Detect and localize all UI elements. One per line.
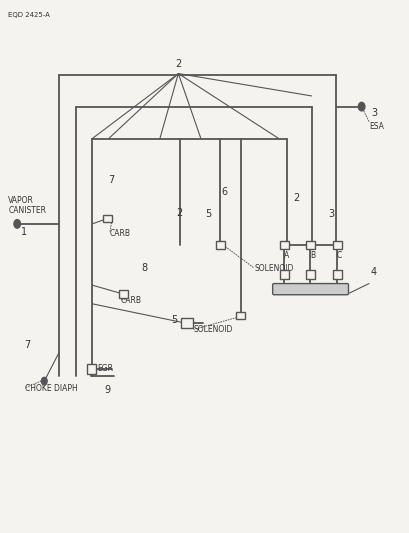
- Bar: [215, 241, 224, 249]
- Bar: [305, 241, 314, 249]
- Text: 3: 3: [370, 108, 376, 118]
- Text: 1: 1: [21, 227, 27, 237]
- Circle shape: [41, 377, 47, 385]
- Text: 5: 5: [204, 209, 211, 219]
- Text: VAPOR
CANISTER: VAPOR CANISTER: [8, 196, 46, 215]
- Text: CARB: CARB: [110, 229, 130, 238]
- Bar: [119, 290, 128, 298]
- Bar: [332, 241, 341, 249]
- Text: 5: 5: [171, 315, 177, 325]
- Text: SOLENOID: SOLENOID: [254, 264, 293, 272]
- Bar: [87, 364, 95, 374]
- Text: B: B: [309, 252, 314, 260]
- Text: EGR: EGR: [97, 365, 113, 373]
- Bar: [236, 312, 245, 319]
- Text: 7: 7: [108, 175, 115, 184]
- Bar: [332, 270, 341, 279]
- Text: 6: 6: [221, 187, 227, 197]
- Text: 2: 2: [175, 59, 181, 69]
- Text: 2: 2: [292, 193, 299, 203]
- Bar: [180, 318, 193, 328]
- FancyBboxPatch shape: [272, 284, 348, 295]
- Circle shape: [14, 220, 20, 228]
- Bar: [103, 215, 112, 222]
- Circle shape: [357, 102, 364, 111]
- Text: C: C: [336, 252, 341, 260]
- Text: CARB: CARB: [121, 296, 142, 305]
- Bar: [279, 270, 288, 279]
- Bar: [305, 270, 314, 279]
- Text: 9: 9: [104, 385, 110, 395]
- Text: 2: 2: [176, 208, 182, 218]
- Text: A: A: [284, 252, 289, 260]
- Text: 8: 8: [141, 263, 147, 272]
- Text: ESA: ESA: [368, 122, 383, 131]
- Text: 4: 4: [370, 267, 376, 277]
- Text: 7: 7: [24, 341, 30, 350]
- Text: 3: 3: [327, 209, 333, 219]
- Bar: [279, 241, 288, 249]
- Text: CHOKE DIAPH: CHOKE DIAPH: [25, 384, 77, 392]
- Text: SOLENOID: SOLENOID: [193, 325, 233, 334]
- Text: EQD 2425-A: EQD 2425-A: [8, 12, 50, 18]
